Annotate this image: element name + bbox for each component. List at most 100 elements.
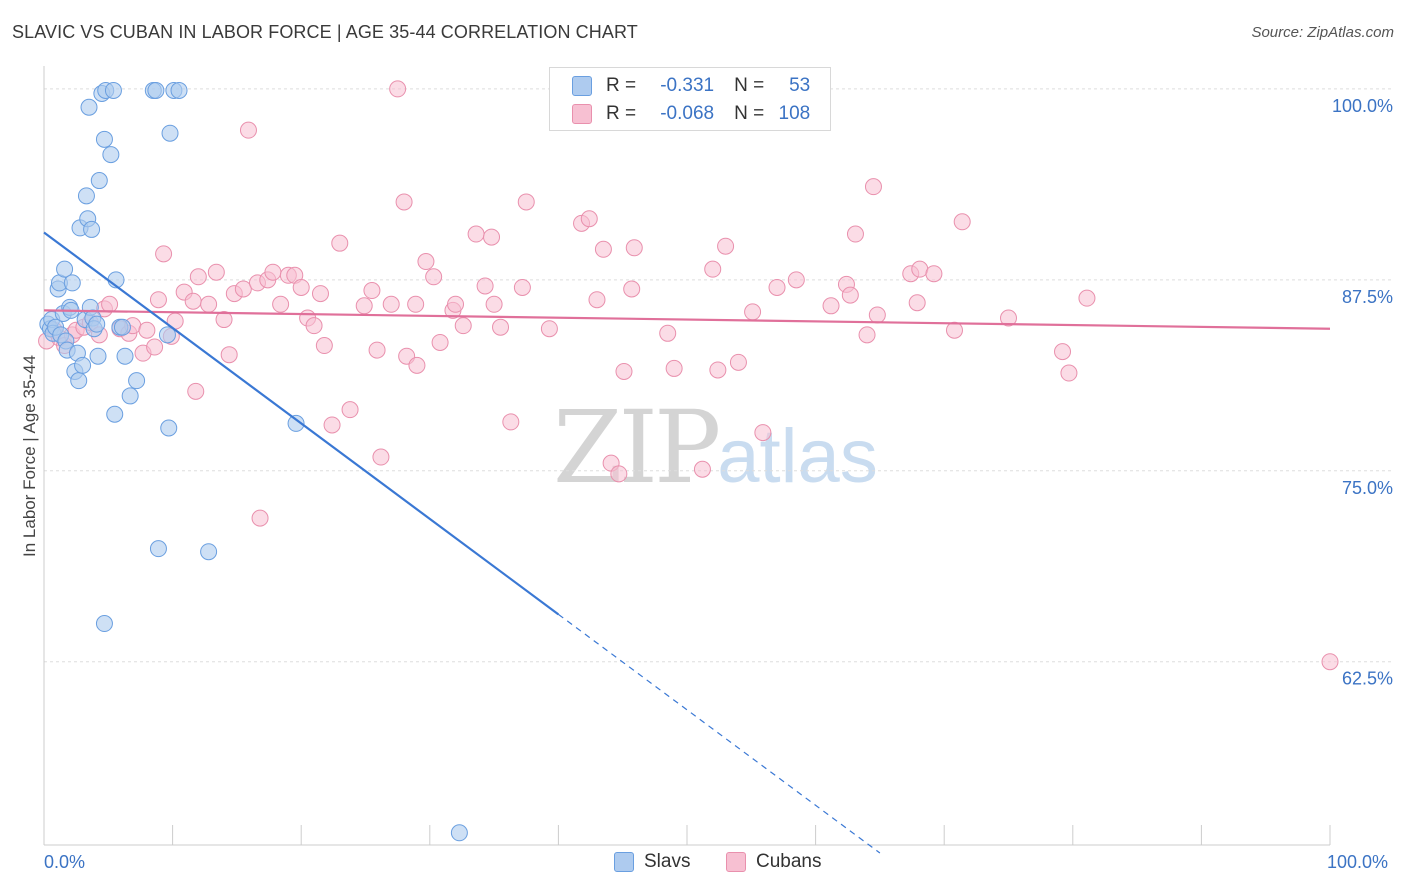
cubans-point xyxy=(407,295,425,313)
r-label: R = xyxy=(606,103,637,124)
slavs-point xyxy=(287,414,305,432)
cubans-n-value: 108 xyxy=(778,103,811,124)
cubans-point xyxy=(408,356,426,374)
cubans-point xyxy=(239,121,257,139)
cubans-point xyxy=(305,317,323,335)
cubans-point xyxy=(908,294,926,312)
cubans-point xyxy=(323,416,341,434)
cubans-point xyxy=(146,338,164,356)
cubans-point xyxy=(953,213,971,231)
cubans-point xyxy=(625,239,643,257)
cubans-point xyxy=(1000,309,1017,327)
cubans-point xyxy=(417,253,435,271)
slavs-point xyxy=(95,615,113,633)
cubans-point xyxy=(189,268,207,286)
cubans-point xyxy=(476,277,494,295)
cubans-point xyxy=(425,268,443,286)
series-legend: Slavs Cubans xyxy=(0,851,1406,877)
cubans-point xyxy=(331,234,349,252)
y-tick-label: 62.5% xyxy=(1342,669,1393,689)
legend-item-cubans[interactable]: Cubans xyxy=(726,851,822,873)
cubans-point xyxy=(389,80,407,98)
cubans-point xyxy=(184,292,202,310)
cubans-point xyxy=(1321,653,1339,671)
cubans-point xyxy=(841,286,859,304)
cubans-point xyxy=(580,210,598,228)
x-tick-label-max: 100.0% xyxy=(1327,852,1389,872)
cubans-point xyxy=(744,303,762,321)
cubans-point xyxy=(447,295,465,313)
cubans-point xyxy=(363,282,381,300)
slavs-point xyxy=(63,274,81,292)
legend-item-slavs[interactable]: Slavs xyxy=(614,851,690,873)
cubans-point xyxy=(704,260,722,278)
cubans-point xyxy=(588,291,606,309)
cubans-point xyxy=(467,225,485,243)
cubans-point xyxy=(395,193,413,211)
cubans-point xyxy=(502,413,520,431)
cubans-point xyxy=(864,178,882,196)
cubans-point xyxy=(454,317,472,335)
cubans-point xyxy=(187,382,205,400)
cubans-point xyxy=(517,193,535,211)
trend-lines xyxy=(43,231,1331,854)
cubans-point xyxy=(382,295,400,313)
cubans-point xyxy=(709,361,727,379)
source-credit: Source: ZipAtlas.com xyxy=(1251,24,1394,41)
axes xyxy=(43,66,1331,846)
legend-row-cubans: R = -0.068 N = 108 xyxy=(572,101,810,127)
cubans-point xyxy=(615,362,633,380)
series-slavs-points xyxy=(39,81,468,842)
slavs-point xyxy=(113,318,131,336)
cubans-point xyxy=(200,295,218,313)
n-label: N = xyxy=(734,75,765,96)
slavs-point xyxy=(170,81,188,99)
cubans-point xyxy=(485,295,503,313)
cubans-point xyxy=(540,320,558,338)
slavs-point xyxy=(200,543,218,561)
cubans-point xyxy=(138,321,156,339)
cubans-point xyxy=(483,228,501,246)
cubans-point xyxy=(311,285,329,303)
cubans-point xyxy=(693,460,711,478)
slavs-point xyxy=(88,315,106,333)
cubans-legend-swatch xyxy=(726,852,746,872)
slavs-point xyxy=(160,419,178,437)
cubans-point xyxy=(822,297,840,315)
legend-row-slavs: R = -0.331 N = 53 xyxy=(572,73,810,99)
slavs-point xyxy=(158,326,176,344)
correlation-legend: R = -0.331 N = 53 R = -0.068 N = 108 xyxy=(549,67,831,131)
cubans-point xyxy=(911,260,929,278)
slavs-point xyxy=(83,220,101,238)
cubans-legend-label: Cubans xyxy=(756,851,822,872)
cubans-point xyxy=(945,321,963,339)
slavs-point xyxy=(161,124,179,142)
slavs-point xyxy=(106,405,124,423)
zipatlas-watermark: ZIPatlas xyxy=(553,398,878,507)
cubans-point xyxy=(315,337,333,355)
cubans-r-value: -0.068 xyxy=(660,103,715,124)
cubans-point xyxy=(659,324,677,342)
watermark-atlas: atlas xyxy=(717,414,878,499)
slavs-point xyxy=(104,81,122,99)
slavs-point xyxy=(116,347,134,365)
slavs-point xyxy=(56,260,74,278)
slavs-legend-swatch xyxy=(614,852,634,872)
cubans-point xyxy=(868,306,886,324)
cubans-point xyxy=(623,280,641,298)
x-tick-label-min: 0.0% xyxy=(44,852,86,872)
slavs-point xyxy=(128,372,146,390)
cubans-point xyxy=(610,465,628,483)
cubans-point xyxy=(215,311,233,329)
cubans-swatch xyxy=(572,104,592,124)
cubans-point xyxy=(846,225,864,243)
watermark-zip: ZIP xyxy=(553,389,721,506)
cubans-point xyxy=(1060,364,1078,382)
chart-title: SLAVIC VS CUBAN IN LABOR FORCE | AGE 35-… xyxy=(12,22,638,42)
slavs-point xyxy=(77,187,95,205)
slavs-trend-line xyxy=(43,231,560,616)
slavs-point xyxy=(102,146,120,164)
slavs-trend-extension xyxy=(558,613,881,854)
cubans-point xyxy=(754,424,772,442)
